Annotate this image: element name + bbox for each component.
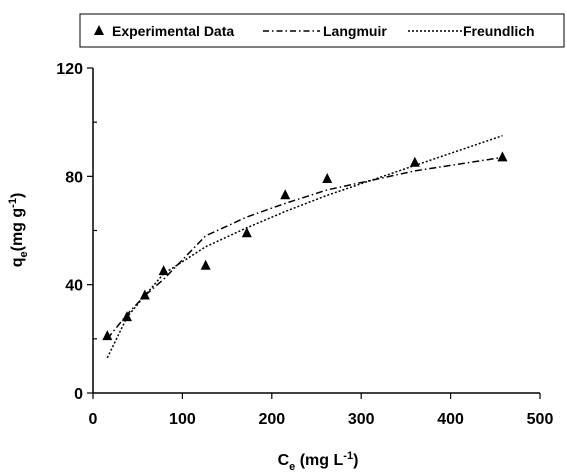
- data-point-triangle: [280, 189, 291, 200]
- series-freundlich: [106, 134, 503, 359]
- y-tick-label: 120: [56, 61, 83, 78]
- legend-label-experimental: Experimental Data: [112, 23, 234, 39]
- y-axis-title-sub: e: [18, 251, 30, 257]
- x-tick-label: 400: [437, 411, 464, 428]
- data-point-triangle: [121, 311, 132, 322]
- x-axis-title-rest: (mg L: [295, 452, 343, 469]
- x-tick-label: 300: [348, 411, 375, 428]
- x-axis-title-sup: -1: [343, 450, 353, 462]
- y-axis-title-main: q: [9, 258, 26, 268]
- x-tick-labels: 0 100 200 300 400 500: [89, 411, 554, 428]
- data-point-triangle: [497, 151, 508, 162]
- legend: Experimental Data Langmuir Freundlich: [79, 13, 565, 48]
- x-tick-label: 0: [89, 411, 98, 428]
- legend-label-langmuir: Langmuir: [323, 23, 387, 39]
- x-axis-title-close: ): [353, 452, 358, 469]
- x-ticks: [92, 393, 541, 399]
- data-point-triangle: [158, 265, 169, 276]
- x-tick-label: 500: [527, 411, 554, 428]
- legend-frame: [79, 13, 565, 48]
- data-point-triangle: [139, 289, 150, 300]
- x-tick-label: 100: [169, 411, 196, 428]
- legend-label-freundlich: Freundlich: [463, 23, 535, 39]
- y-tick-labels: 0 40 80 120: [56, 61, 83, 403]
- y-axis-title-rest: (mg g: [9, 208, 26, 252]
- y-tick-label: 80: [65, 169, 83, 186]
- y-tick-label: 40: [65, 278, 83, 295]
- series-langmuir: [106, 156, 503, 340]
- x-axis-title-main: C: [278, 452, 290, 469]
- data-point-triangle: [322, 173, 333, 184]
- y-axis-title-sup: -1: [7, 198, 19, 208]
- x-axis-title: Ce (mg L-1): [278, 450, 359, 473]
- data-point-triangle: [241, 227, 252, 238]
- legend-triangle-icon: [94, 25, 104, 35]
- data-point-triangle: [200, 259, 211, 270]
- y-ticks: [87, 67, 97, 394]
- data-point-triangle: [409, 156, 420, 167]
- x-axis-title-sub: e: [289, 461, 295, 473]
- y-tick-label: 0: [74, 386, 83, 403]
- x-tick-label: 200: [258, 411, 285, 428]
- y-axis-title-close: ): [9, 193, 26, 198]
- series-experimental: [102, 151, 508, 341]
- data-point-triangle: [102, 330, 113, 341]
- y-axis-title: qe(mg g-1): [7, 193, 30, 268]
